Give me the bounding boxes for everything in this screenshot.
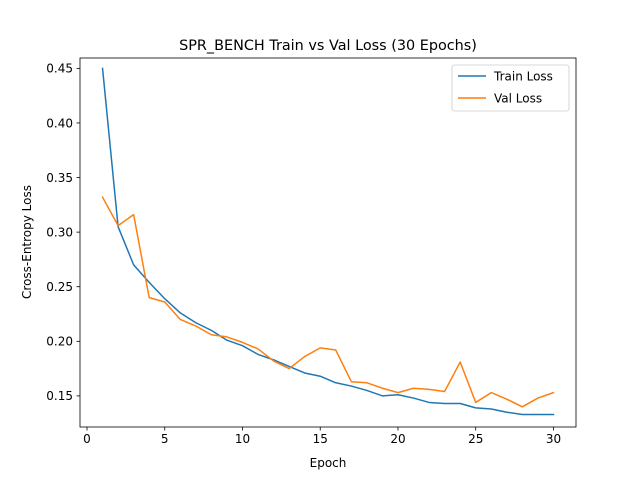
y-tick-label: 0.25 (46, 280, 73, 294)
y-tick-label: 0.30 (46, 225, 73, 239)
x-tick-label: 30 (546, 432, 561, 446)
x-tick-label: 25 (468, 432, 483, 446)
x-tick-label: 0 (83, 432, 91, 446)
legend-label-val-loss: Val Loss (494, 91, 542, 105)
y-tick-label: 0.20 (46, 335, 73, 349)
series-line-val-loss (101, 196, 555, 408)
axes-frame (79, 57, 577, 428)
y-tick-label: 0.45 (46, 62, 73, 76)
y-tick-label: 0.35 (46, 171, 73, 185)
legend-label-train-loss: Train Loss (493, 69, 553, 83)
x-axis-label: Epoch (310, 456, 347, 470)
x-tick-label: 10 (235, 432, 250, 446)
y-tick-label: 0.15 (46, 389, 73, 403)
axes: 0 5 10 15 20 25 30 0.15 0.20 0.25 0.30 0.35 0.40 0.45 (46, 57, 577, 446)
y-axis-label: Cross-Entropy Loss (20, 185, 34, 299)
plot-area (101, 67, 555, 416)
series-line-train-loss (101, 67, 555, 416)
x-tick-label: 15 (313, 432, 328, 446)
legend: Train Loss Val Loss (451, 64, 570, 112)
x-tick-label: 20 (390, 432, 405, 446)
x-tick-label: 5 (161, 432, 169, 446)
chart-title: SPR_BENCH Train vs Val Loss (30 Epochs) (179, 38, 477, 54)
y-tick-label: 0.40 (46, 116, 73, 130)
